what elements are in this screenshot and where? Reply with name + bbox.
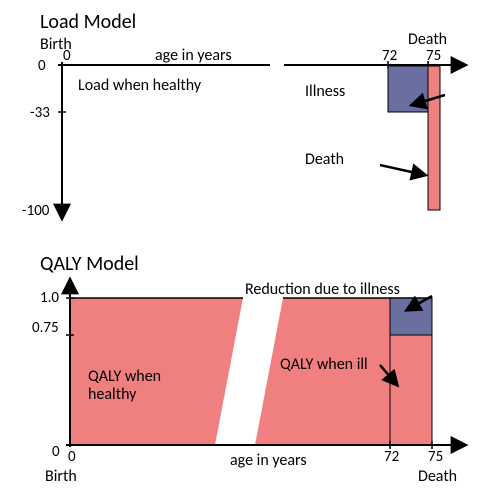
top-death-header: Death	[408, 30, 447, 49]
top-xtick-72: 72	[382, 47, 397, 65]
top-ytick-0: 0	[38, 57, 46, 75]
bottom-death: Death	[418, 467, 457, 486]
bottom-title: QALY Model	[40, 252, 139, 276]
bottom-reduction-label: Reduction due to illness	[245, 280, 400, 299]
top-xtick-0: 0	[63, 47, 71, 65]
top-death-label: Death	[305, 150, 344, 169]
bottom-age-label: age in years	[230, 451, 307, 470]
bottom-xtick-72: 72	[384, 448, 399, 466]
bottom-ytick-075: 0.75	[32, 319, 59, 337]
top-age-label: age in years	[155, 46, 232, 65]
bottom-ytick-1: 1.0	[40, 289, 59, 307]
bottom-qaly-healthy: QALY when healthy	[88, 368, 198, 405]
bottom-birth: Birth	[45, 467, 77, 486]
top-title: Load Model	[40, 10, 136, 34]
bottom-xtick-0: 0	[68, 448, 76, 466]
diagram-svg	[0, 0, 500, 500]
top-ytick-100: -100	[22, 202, 49, 220]
top-xtick-75: 75	[426, 47, 441, 65]
bottom-ytick-0: 0	[52, 443, 60, 461]
top-illness-label: Illness	[305, 82, 345, 101]
top-load-healthy: Load when healthy	[78, 76, 201, 95]
bottom-qaly-ill: QALY when ill	[280, 355, 368, 374]
bottom-xtick-75: 75	[428, 448, 443, 466]
top-ytick-33: -33	[30, 104, 50, 122]
